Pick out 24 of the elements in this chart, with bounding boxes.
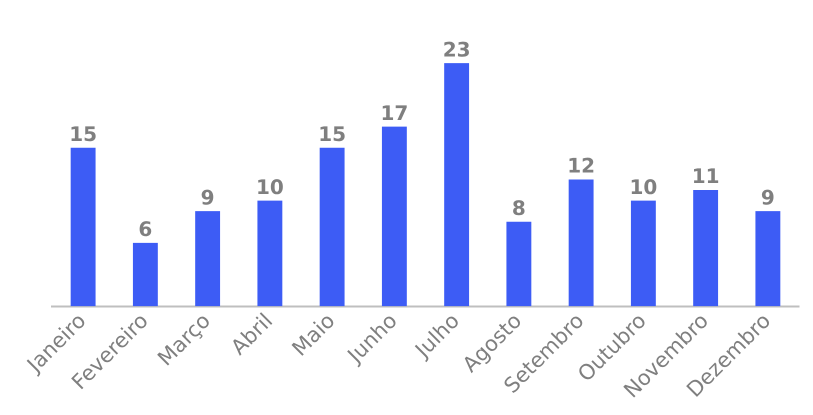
bar (568, 179, 594, 306)
bar (257, 200, 282, 306)
data-label: 12 (567, 154, 596, 178)
bar (195, 211, 220, 306)
bar (320, 148, 345, 306)
bar (693, 190, 718, 306)
data-label: 11 (692, 164, 720, 188)
data-label: 6 (138, 217, 152, 242)
data-label: 15 (318, 122, 346, 146)
data-label: 10 (629, 174, 658, 199)
bar (630, 200, 656, 306)
data-label: 23 (442, 37, 471, 62)
data-label: 10 (256, 174, 284, 199)
data-label: 9 (200, 185, 215, 210)
data-label: 17 (380, 100, 408, 125)
bar (70, 148, 96, 306)
bar (382, 126, 407, 306)
bar (132, 242, 158, 306)
bar (755, 211, 780, 306)
data-label: 9 (760, 185, 775, 210)
data-label: 15 (69, 122, 98, 146)
data-label: 8 (512, 196, 526, 220)
bar (506, 222, 532, 306)
bar (444, 63, 470, 306)
